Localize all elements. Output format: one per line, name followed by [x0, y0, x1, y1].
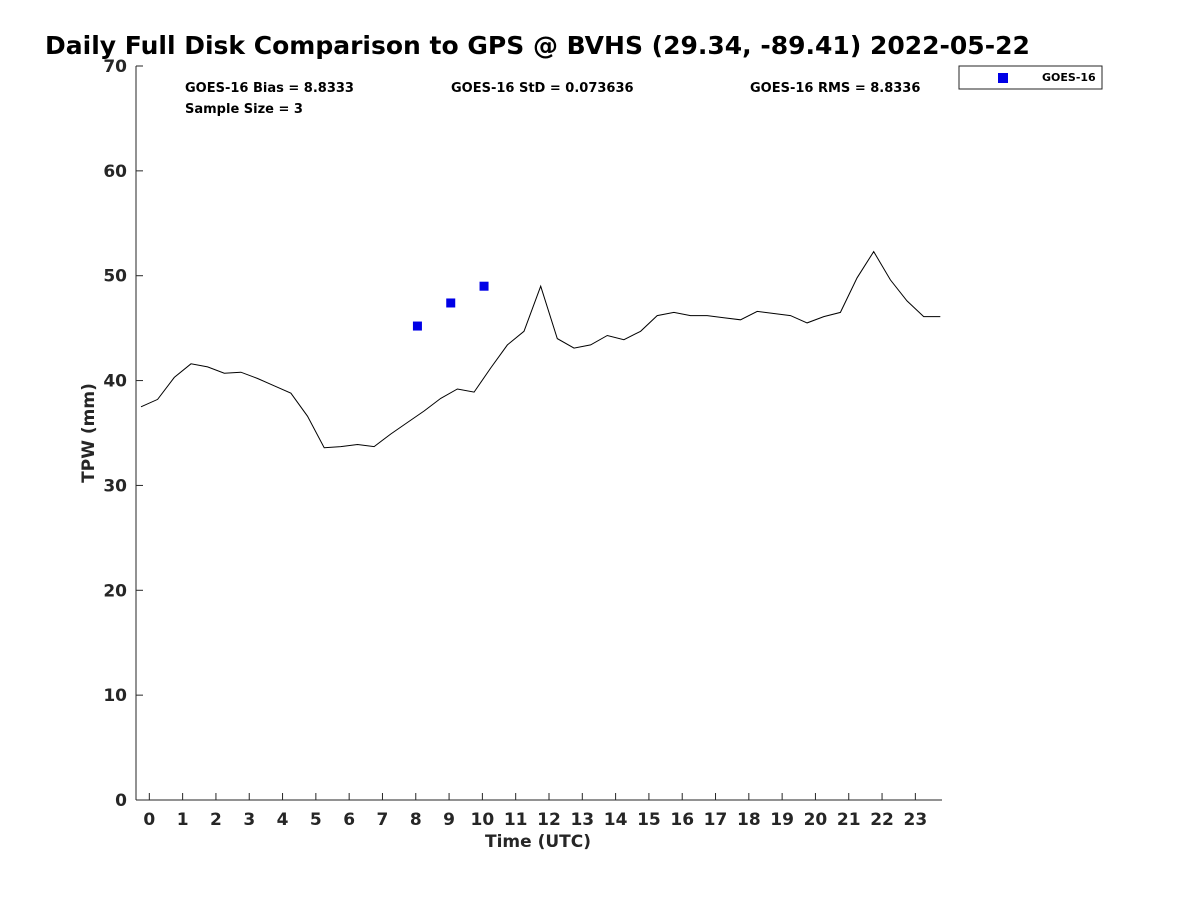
- x-tick-label: 14: [604, 810, 628, 830]
- plot-area: 0 1 2 3 4 5 6 7 8 9 10 11 12 13 14 15 16 17 18 19 20 21 22 23 0…: [103, 57, 942, 830]
- x-tick-label: 18: [737, 810, 761, 830]
- x-tick-label: 22: [870, 810, 894, 830]
- y-tick-label: 70: [103, 57, 127, 77]
- legend: GOES-16: [958, 65, 1103, 90]
- x-tick-label: 4: [277, 810, 289, 830]
- x-tick-label: 12: [537, 810, 561, 830]
- bias-stat: GOES-16 Bias = 8.8333: [185, 81, 354, 96]
- x-tick-label: 2: [210, 810, 222, 830]
- y-tick-label: 40: [103, 372, 127, 392]
- x-tick-label: 1: [177, 810, 189, 830]
- goes16-point: [446, 298, 456, 308]
- x-tick-label: 16: [670, 810, 694, 830]
- goes16-point: [412, 321, 422, 331]
- x-tick-label: 8: [410, 810, 422, 830]
- x-tick-label: 23: [904, 810, 928, 830]
- y-axis-label: TPW (mm): [79, 383, 99, 483]
- rms-stat: GOES-16 RMS = 8.8336: [750, 81, 920, 96]
- goes16-point: [479, 281, 489, 291]
- legend-box: [958, 65, 1103, 90]
- y-tick-label: 20: [103, 581, 127, 601]
- x-tick-label: 10: [471, 810, 495, 830]
- y-ticks: 0 10 20 30 40 50 60 70: [103, 57, 143, 811]
- std-stat: GOES-16 StD = 0.073636: [451, 81, 634, 96]
- x-tick-label: 9: [443, 810, 455, 830]
- sample-size-stat: Sample Size = 3: [185, 102, 303, 117]
- x-tick-label: 20: [804, 810, 828, 830]
- x-tick-label: 3: [243, 810, 255, 830]
- y-tick-label: 10: [103, 686, 127, 706]
- legend-marker-goes16: [998, 73, 1008, 83]
- y-tick-label: 30: [103, 476, 127, 496]
- x-tick-label: 19: [770, 810, 794, 830]
- y-tick-label: 0: [115, 791, 127, 811]
- y-tick-label: 50: [103, 267, 127, 287]
- y-tick-label: 60: [103, 162, 127, 182]
- legend-label-goes16: GOES-16: [1042, 71, 1096, 84]
- x-tick-label: 0: [143, 810, 155, 830]
- x-tick-label: 17: [704, 810, 728, 830]
- x-tick-label: 11: [504, 810, 528, 830]
- x-axis-label: Time (UTC): [485, 832, 591, 852]
- x-ticks: 0 1 2 3 4 5 6 7 8 9 10 11 12 13 14 15 16 17 18 19 20 21 22 23: [143, 793, 927, 830]
- x-tick-label: 7: [377, 810, 389, 830]
- goes16-points: [412, 281, 489, 331]
- chart-title: Daily Full Disk Comparison to GPS @ BVHS…: [45, 31, 1030, 60]
- x-tick-label: 15: [637, 810, 661, 830]
- x-tick-label: 6: [343, 810, 355, 830]
- gps-tpw-line: [140, 250, 941, 449]
- x-tick-label: 5: [310, 810, 322, 830]
- x-tick-label: 21: [837, 810, 861, 830]
- x-tick-label: 13: [570, 810, 594, 830]
